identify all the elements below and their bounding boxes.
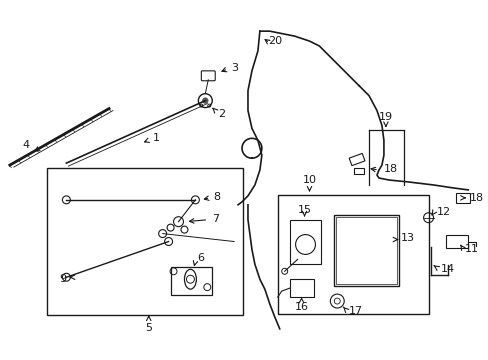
Text: 10: 10 <box>302 175 316 185</box>
Text: 11: 11 <box>464 244 478 255</box>
Bar <box>334 215 398 286</box>
Bar <box>348 153 364 166</box>
Text: 17: 17 <box>348 306 363 316</box>
Bar <box>277 195 427 314</box>
Text: 4: 4 <box>22 140 30 150</box>
Text: 9: 9 <box>59 274 66 284</box>
Text: 3: 3 <box>231 63 238 73</box>
Bar <box>336 217 396 284</box>
Text: 8: 8 <box>213 192 220 202</box>
Text: 20: 20 <box>267 36 282 46</box>
Text: 19: 19 <box>378 112 392 122</box>
Text: 2: 2 <box>218 108 225 118</box>
Bar <box>289 279 314 297</box>
Text: 1: 1 <box>152 133 160 143</box>
Bar <box>170 267 212 295</box>
Text: 6: 6 <box>197 253 204 264</box>
Bar <box>353 168 364 174</box>
Bar <box>46 168 243 315</box>
Text: 18: 18 <box>383 164 397 174</box>
Bar <box>455 193 469 203</box>
Text: 14: 14 <box>440 264 454 274</box>
Text: 18: 18 <box>469 193 484 203</box>
Text: 15: 15 <box>297 205 311 215</box>
Text: 7: 7 <box>212 214 219 224</box>
Bar <box>446 235 468 248</box>
Circle shape <box>203 98 207 103</box>
Bar <box>289 220 321 264</box>
Text: 12: 12 <box>436 207 450 217</box>
Text: 13: 13 <box>400 233 414 243</box>
Text: 16: 16 <box>294 302 308 312</box>
Text: 5: 5 <box>145 323 152 333</box>
